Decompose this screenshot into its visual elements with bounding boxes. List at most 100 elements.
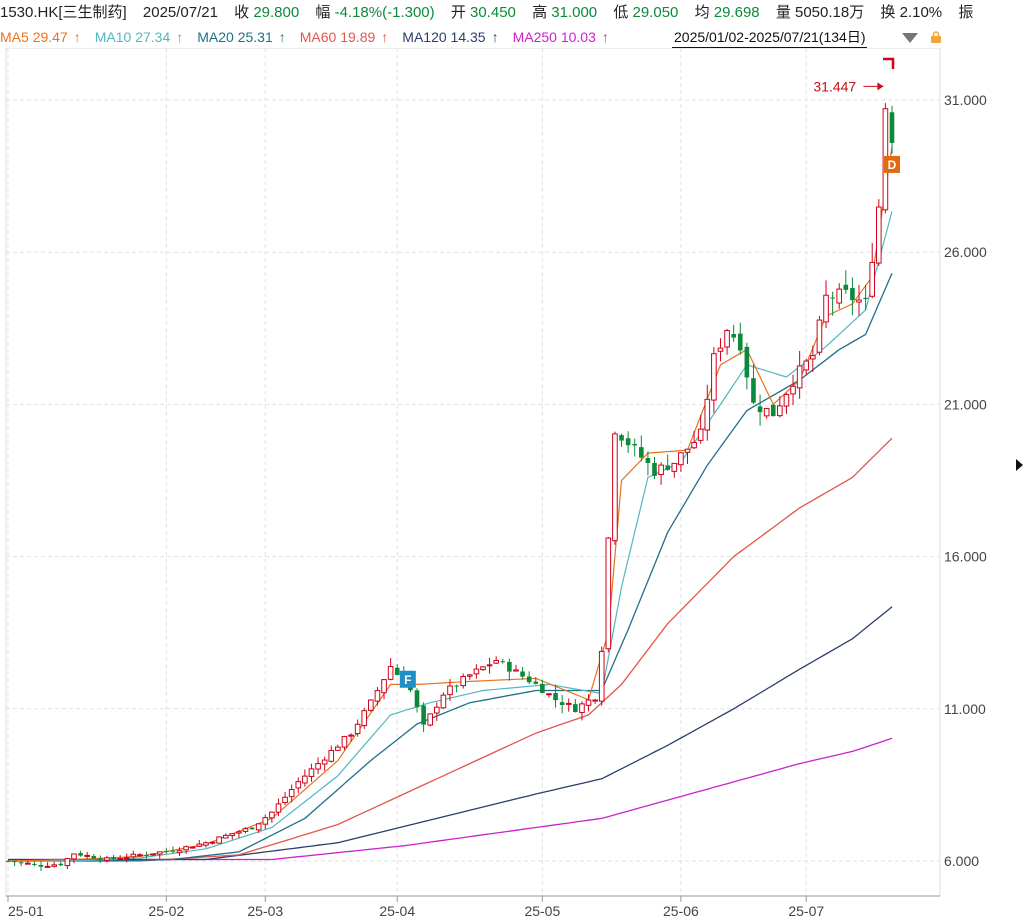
candle[interactable] [645, 451, 651, 476]
candle[interactable] [315, 757, 321, 774]
candle[interactable] [526, 671, 532, 685]
candle[interactable] [816, 315, 823, 356]
ma-legend-ma120[interactable]: MA120 14.35 ↑ [402, 26, 498, 48]
candle[interactable] [658, 462, 664, 485]
date-range-label[interactable]: 2025/01/02-2025/07/21(134日) [672, 27, 868, 48]
candle[interactable] [64, 857, 71, 870]
candle[interactable] [473, 664, 480, 679]
candle[interactable] [850, 277, 855, 316]
candle[interactable] [500, 658, 506, 664]
candle[interactable] [875, 199, 882, 266]
candle[interactable] [5, 860, 11, 863]
candle[interactable] [328, 745, 335, 763]
candle[interactable] [18, 861, 24, 867]
candle[interactable] [889, 105, 895, 154]
candle[interactable] [144, 851, 149, 859]
candle[interactable] [130, 850, 137, 860]
candle[interactable] [697, 414, 704, 444]
candle[interactable] [724, 328, 730, 355]
candle[interactable] [625, 431, 631, 453]
candle[interactable] [598, 646, 605, 706]
candle[interactable] [704, 384, 711, 441]
ma-legend-ma10[interactable]: MA10 27.34 ↑ [95, 26, 184, 48]
candle[interactable] [592, 698, 598, 704]
candle[interactable] [796, 350, 803, 399]
candle[interactable] [156, 851, 163, 859]
candle[interactable] [836, 283, 843, 309]
candle[interactable] [374, 687, 381, 706]
candle[interactable] [823, 280, 829, 329]
candle[interactable] [493, 656, 499, 664]
candle[interactable] [84, 851, 90, 859]
candle[interactable] [540, 679, 545, 694]
candle[interactable] [78, 850, 83, 857]
candlestick-chart[interactable]: 6.000 11.000 16.000 21.000 26.000 31.000 25-01… [0, 48, 1024, 924]
candle[interactable] [777, 396, 783, 418]
candle[interactable] [619, 433, 624, 447]
candle[interactable] [585, 694, 592, 712]
candle[interactable] [559, 694, 565, 714]
candle[interactable] [176, 847, 183, 856]
candle[interactable] [744, 342, 750, 390]
candle[interactable] [513, 664, 519, 672]
candle[interactable] [480, 666, 486, 671]
candle[interactable] [770, 404, 776, 417]
candle[interactable] [104, 855, 110, 863]
candle[interactable] [810, 345, 816, 373]
ma-legend-ma20[interactable]: MA20 25.31 ↑ [197, 26, 286, 48]
candle[interactable] [242, 827, 249, 834]
candle[interactable] [321, 756, 328, 771]
candle[interactable] [288, 784, 295, 803]
candle[interactable] [460, 673, 467, 689]
candle[interactable] [117, 855, 123, 861]
candle[interactable] [737, 322, 743, 355]
candle[interactable] [203, 841, 209, 848]
candle[interactable] [533, 677, 539, 685]
candle[interactable] [123, 853, 130, 863]
candle[interactable] [546, 692, 552, 698]
candle[interactable] [632, 438, 638, 457]
candle[interactable] [12, 860, 17, 867]
candle[interactable] [394, 664, 400, 676]
candle[interactable] [189, 846, 196, 849]
candle[interactable] [684, 448, 691, 465]
candle[interactable] [229, 833, 236, 840]
candle[interactable] [579, 701, 585, 721]
candle[interactable] [71, 853, 77, 864]
candle[interactable] [335, 744, 341, 751]
candle[interactable] [678, 452, 684, 472]
scroll-right-icon[interactable] [1016, 459, 1023, 471]
candle[interactable] [269, 811, 275, 823]
marker-d[interactable] [884, 155, 900, 173]
candle[interactable] [91, 853, 97, 859]
candle[interactable] [111, 854, 116, 861]
ma-legend-ma250[interactable]: MA250 10.03 ↑ [513, 26, 609, 48]
candle[interactable] [236, 829, 242, 838]
candle[interactable] [150, 853, 156, 856]
candle[interactable] [869, 243, 876, 299]
symbol-title[interactable]: 1530.HK[三生制药] [0, 4, 127, 21]
candle[interactable] [164, 848, 169, 854]
candle[interactable] [24, 860, 31, 865]
candle[interactable] [361, 707, 368, 729]
candle[interactable] [44, 862, 51, 868]
candle[interactable] [652, 456, 657, 480]
candle[interactable] [751, 364, 756, 405]
candle[interactable] [731, 324, 736, 342]
candle[interactable] [354, 719, 361, 737]
candle[interactable] [183, 845, 189, 854]
candle[interactable] [196, 839, 203, 848]
candle[interactable] [856, 284, 862, 316]
candle[interactable] [639, 435, 644, 462]
candle[interactable] [863, 284, 868, 311]
candle[interactable] [507, 658, 512, 681]
candle[interactable] [605, 536, 612, 653]
candle[interactable] [381, 679, 387, 700]
candle[interactable] [433, 702, 440, 721]
candle[interactable] [216, 836, 222, 844]
candle[interactable] [282, 791, 288, 806]
candle[interactable] [427, 713, 434, 727]
candle[interactable] [830, 291, 835, 316]
candle[interactable] [58, 861, 64, 867]
marker-f[interactable] [399, 670, 416, 688]
